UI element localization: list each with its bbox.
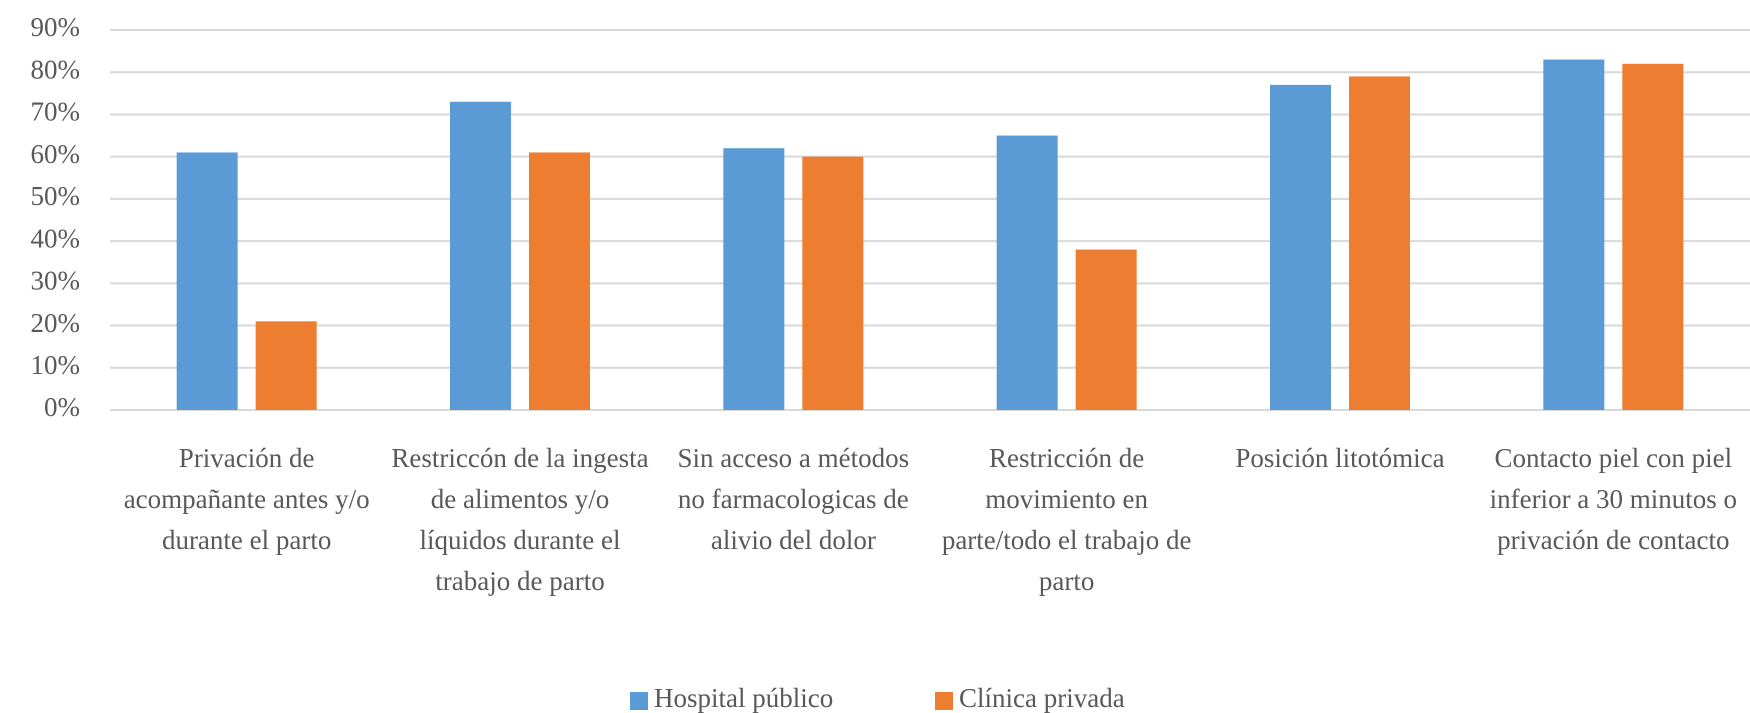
x-tick-label: Posición litotómica xyxy=(1235,443,1445,473)
y-tick-label: 60% xyxy=(31,139,81,169)
y-tick-label: 10% xyxy=(31,350,81,380)
y-tick-label: 40% xyxy=(31,223,81,253)
y-tick-label: 70% xyxy=(31,97,81,127)
legend-label: Clínica privada xyxy=(959,683,1125,713)
bar xyxy=(1270,84,1331,410)
legend-swatch xyxy=(935,692,953,710)
bar xyxy=(1622,63,1684,411)
bar xyxy=(1543,59,1605,411)
y-tick-label: 30% xyxy=(31,266,81,296)
y-tick-label: 20% xyxy=(31,308,81,338)
legend-swatch xyxy=(630,692,648,710)
bar xyxy=(996,135,1058,411)
bar xyxy=(802,156,864,410)
bar xyxy=(723,148,785,410)
y-tick-label: 80% xyxy=(31,54,81,84)
legend-label: Hospital público xyxy=(654,683,833,713)
bar xyxy=(1349,76,1410,410)
bar xyxy=(176,152,238,410)
x-tick-label: Sin acceso a métodos no farmacologicas d… xyxy=(677,443,910,555)
y-tick-label: 90% xyxy=(31,12,81,42)
x-tick-label: Restriccón de la ingesta de alimentos y/… xyxy=(391,443,649,596)
bar xyxy=(529,152,590,410)
y-tick-label: 50% xyxy=(31,181,81,211)
x-tick-label: Privación de acompañante antes y/o duran… xyxy=(123,443,370,555)
x-tick-label: Contacto piel con piel inferior a 30 min… xyxy=(1489,443,1738,555)
bar xyxy=(450,101,511,411)
bar xyxy=(1075,249,1137,410)
x-tick-label: Restricción de movimiento en parte/todo … xyxy=(941,443,1192,596)
bar xyxy=(255,321,317,410)
y-tick-label: 0% xyxy=(44,392,80,422)
